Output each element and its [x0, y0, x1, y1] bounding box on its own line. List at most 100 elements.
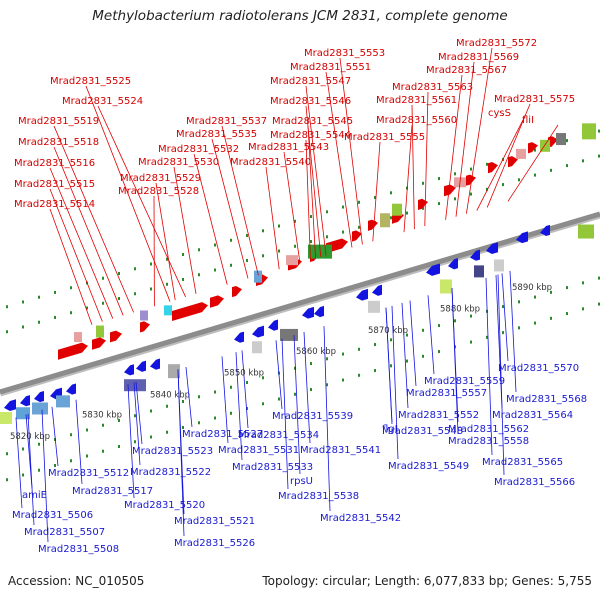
tick-dot — [262, 229, 264, 233]
tick-dot — [70, 286, 72, 290]
tick-dot — [102, 449, 104, 453]
scale-label: 5870 kbp — [368, 326, 408, 336]
upper-gene-label: Mrad2831_5514 — [14, 199, 95, 210]
tick-dot — [182, 426, 184, 430]
lower-leader-line — [401, 302, 409, 409]
lower-gene-label: Mrad2831_5527 — [182, 429, 263, 440]
tick-dot — [550, 168, 552, 172]
tick-dot — [310, 215, 312, 219]
lower-gene-label: Mrad2831_5548 — [382, 426, 463, 437]
lower-gene-label: Mrad2831_5552 — [398, 410, 479, 421]
upper-gene-label: Mrad2831_5519 — [18, 116, 99, 127]
gene-block-lower — [0, 412, 12, 424]
gene-block-upper — [286, 255, 298, 266]
tick-dot — [566, 139, 568, 143]
gene-block-lower — [280, 328, 298, 341]
gene-block-upper — [74, 332, 82, 343]
lower-gene-label: Mrad2831_5531 — [218, 445, 299, 456]
lower-leader-line — [221, 356, 229, 444]
lower-leader-line — [51, 406, 59, 467]
gene-arrow-reverse — [302, 306, 314, 319]
tick-dot — [342, 352, 344, 356]
tick-dot — [246, 407, 248, 411]
lower-gene-label: Mrad2831_5541 — [300, 445, 381, 456]
upper-gene-label: Mrad2831_5540 — [230, 157, 311, 168]
gene-arrow-reverse — [66, 383, 76, 395]
upper-gene-label: Mrad2831_5560 — [376, 115, 457, 126]
upper-gene-label: Mrad2831_5563 — [392, 82, 473, 93]
tick-dot — [54, 463, 56, 467]
upper-gene-label: Mrad2831_5518 — [18, 137, 99, 148]
tick-dot — [166, 282, 168, 286]
lower-gene-label: Mrad2831_5557 — [406, 388, 487, 399]
tick-dot — [230, 385, 232, 389]
lower-leader-line — [185, 367, 193, 428]
tick-dot — [518, 326, 520, 330]
gene-block-lower — [252, 341, 262, 354]
tick-dot — [150, 409, 152, 413]
upper-leader-line — [173, 166, 197, 294]
upper-leader-line — [403, 124, 413, 233]
gene-arrow-reverse — [20, 395, 30, 407]
gene-arrow-forward — [110, 330, 122, 343]
gene-block-upper — [556, 133, 566, 146]
upper-gene-label: Mrad2831_5553 — [304, 48, 385, 59]
tick-dot — [134, 414, 136, 418]
tick-dot — [422, 206, 424, 210]
gene-arrow-forward — [528, 142, 538, 154]
tick-dot — [598, 129, 600, 133]
lower-leader-line — [391, 305, 399, 460]
accession-label: Accession: NC_010505 — [8, 574, 145, 588]
upper-leader-line — [466, 47, 493, 214]
upper-gene-label: Mrad2831_5525 — [50, 76, 131, 87]
tick-dot — [326, 210, 328, 214]
gene-arrow-forward — [58, 342, 88, 360]
tick-dot — [470, 167, 472, 171]
tick-dot — [534, 295, 536, 299]
gene-arrow-forward — [140, 321, 150, 333]
gene-block-upper — [96, 325, 104, 338]
gene-block-upper — [164, 305, 172, 316]
lower-leader-line — [275, 340, 283, 410]
gene-arrow-forward — [210, 295, 224, 308]
gene-arrow-forward — [466, 174, 476, 186]
tick-dot — [518, 300, 520, 304]
gene-arrow-reverse — [356, 288, 368, 301]
upper-leader-line — [411, 104, 415, 230]
tick-dot — [70, 311, 72, 315]
upper-leader-line — [305, 85, 327, 256]
upper-leader-line — [53, 125, 134, 313]
tick-dot — [166, 404, 168, 408]
tick-dot — [502, 331, 504, 335]
tick-dot — [566, 312, 568, 316]
tick-dot — [54, 290, 56, 294]
upper-gene-label: Mrad2831_5551 — [290, 62, 371, 73]
tick-dot — [198, 273, 200, 277]
gene-arrow-forward — [172, 302, 208, 321]
upper-gene-label: Mrad2831_5529 — [120, 173, 201, 184]
lower-leader-line — [177, 369, 185, 537]
tick-dot — [390, 364, 392, 368]
scale-label: 5830 kbp — [82, 411, 122, 421]
tick-dot — [262, 402, 264, 406]
upper-leader-line — [307, 125, 316, 259]
lower-gene-label: Mrad2831_5526 — [174, 538, 255, 549]
upper-gene-label: Mrad2831_5545 — [272, 116, 353, 127]
upper-gene-label: Mrad2831_5515 — [14, 179, 95, 190]
upper-gene-label: fliI — [522, 115, 534, 126]
upper-gene-label: Mrad2831_5561 — [376, 95, 457, 106]
gene-block-upper — [380, 213, 390, 228]
gene-arrow-reverse — [540, 224, 550, 237]
lower-gene-label: rpsU — [290, 476, 313, 487]
gene-arrow-forward — [232, 285, 242, 298]
tick-dot — [342, 378, 344, 382]
tick-dot — [438, 350, 440, 354]
gene-block-upper — [392, 203, 402, 216]
upper-gene-label: Mrad2831_5543 — [248, 142, 329, 153]
tick-dot — [598, 276, 600, 280]
tick-dot — [566, 286, 568, 290]
upper-leader-line — [221, 125, 259, 276]
gene-arrow-reverse — [234, 331, 244, 343]
gene-block-upper — [254, 270, 262, 283]
lower-gene-label: flgI — [382, 424, 398, 435]
